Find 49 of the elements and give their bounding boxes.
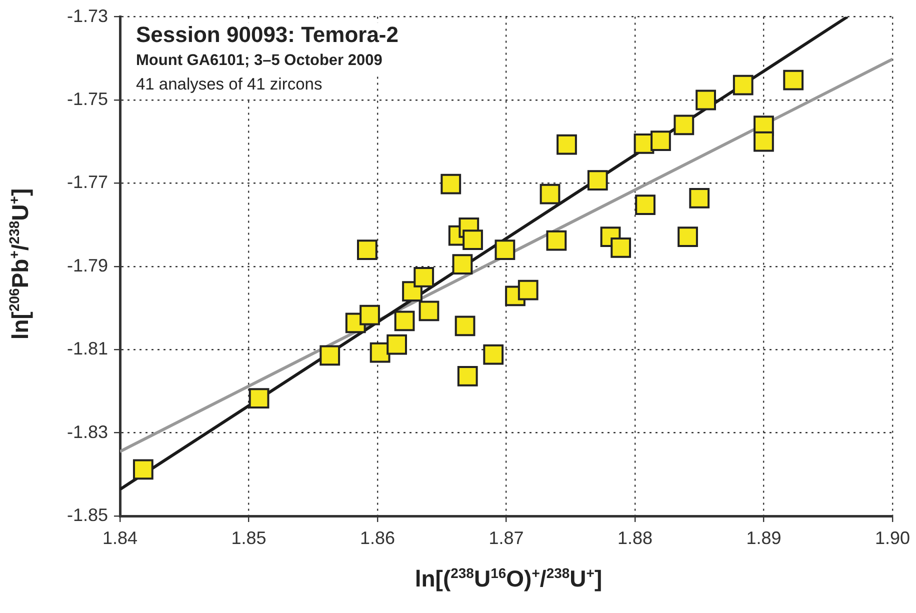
text: ln[($^{238}$U$^{16}$O)$^{+}$/$^{238}$U$^{+}$] <box>414 565 602 592</box>
point <box>414 267 434 288</box>
point <box>494 240 516 260</box>
point <box>483 344 504 365</box>
point <box>320 345 340 366</box>
point <box>394 310 415 332</box>
x-tick-label: 1.90 <box>874 528 910 548</box>
x-tick-label: 1.85 <box>231 528 266 548</box>
point <box>457 366 478 386</box>
point <box>610 237 632 258</box>
y-tick-label: -1.85 <box>66 504 108 525</box>
y-tick-label: -1.77 <box>66 172 108 192</box>
annotation: 41 analyses of 41 zircons <box>136 76 322 94</box>
point <box>678 226 698 248</box>
point <box>360 304 380 326</box>
point <box>357 240 378 260</box>
chart-title: Session 90093: Temora-2 <box>136 22 398 47</box>
x-tick-label: 1.88 <box>617 528 653 548</box>
point <box>635 194 656 216</box>
x-tick-label: 1.84 <box>102 528 138 548</box>
point <box>540 184 560 204</box>
x-tick-label: 1.86 <box>360 528 396 548</box>
point <box>386 334 407 355</box>
point <box>248 388 270 408</box>
point <box>696 90 716 110</box>
point <box>440 174 462 194</box>
y-tick-label: -1.73 <box>66 6 108 26</box>
text: Mount GA6101; 3–5 October 2009 <box>136 52 383 69</box>
point <box>518 280 538 300</box>
y-tick-label: -1.75 <box>66 88 108 109</box>
point <box>650 130 671 151</box>
point <box>462 230 483 250</box>
point <box>689 188 710 208</box>
point <box>546 230 567 251</box>
point <box>732 74 754 96</box>
y-tick-label: -1.79 <box>66 255 108 276</box>
y-tick-label: -1.83 <box>66 422 108 442</box>
x-tick-label: 1.89 <box>746 528 782 548</box>
point <box>587 170 608 190</box>
point <box>754 131 774 152</box>
point <box>418 300 440 322</box>
point <box>452 254 473 275</box>
point <box>454 316 476 336</box>
x-tick-label: 1.87 <box>488 528 524 548</box>
point <box>783 70 804 90</box>
point <box>674 114 694 136</box>
point <box>556 134 577 155</box>
y-tick-label: -1.81 <box>66 338 108 359</box>
point <box>132 459 154 480</box>
